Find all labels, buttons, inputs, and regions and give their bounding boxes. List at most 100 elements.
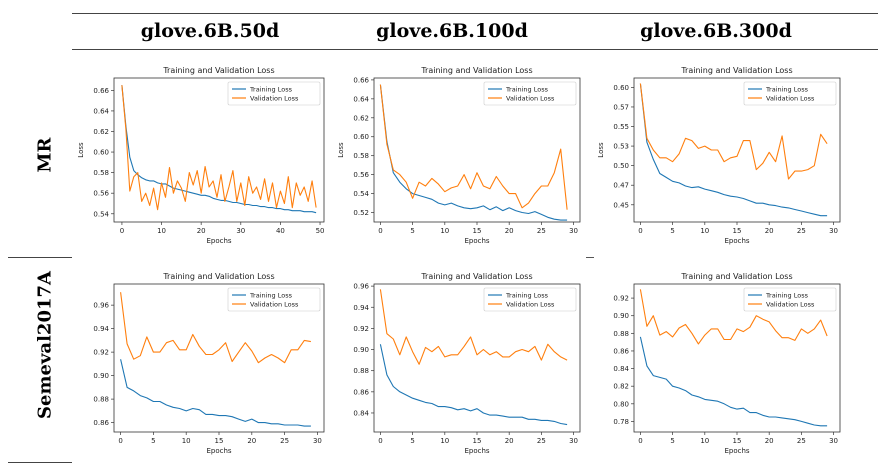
x-tick-label: 30	[569, 437, 578, 445]
y-tick-label: 0.60	[353, 133, 369, 141]
y-tick-label: 0.86	[353, 388, 369, 396]
x-tick-label: 30	[236, 227, 245, 235]
validation-loss-line	[121, 85, 317, 211]
y-tick-label: 0.52	[353, 209, 369, 217]
chart-semeval-300d: Training and Validation Loss 0 5 10 15 20 25 30…	[592, 268, 846, 462]
x-tick-label: 20	[765, 227, 774, 235]
x-axis-label: Epochs	[206, 447, 231, 455]
legend-label-training: Training Loss	[249, 86, 293, 94]
x-tick-label: 15	[733, 437, 742, 445]
x-tick-label: 0	[638, 227, 642, 235]
y-tick-label: 0.80	[613, 400, 629, 408]
legend-label-validation: Validation Loss	[766, 95, 815, 103]
y-tick-label: 0.88	[353, 367, 369, 375]
validation-loss-line	[639, 289, 828, 345]
legend-label-validation: Validation Loss	[766, 301, 815, 309]
legend-box	[743, 287, 837, 312]
legend-box	[227, 287, 321, 312]
x-axis-label: Epochs	[464, 447, 489, 455]
x-tick-label: 0	[638, 437, 642, 445]
y-tick-label: 0.56	[353, 171, 369, 179]
plot-frame	[113, 77, 325, 223]
top-rule	[72, 13, 878, 14]
x-tick-label: 10	[157, 227, 166, 235]
x-tick-label: 20	[247, 437, 256, 445]
x-tick-label: 10	[440, 437, 449, 445]
y-tick-label: 0.62	[93, 128, 109, 136]
y-tick-label: 0.84	[613, 365, 629, 373]
y-tick-label: 0.78	[613, 418, 629, 426]
x-axis-label: Epochs	[724, 447, 749, 455]
y-axis-label: Loss	[337, 142, 345, 158]
y-tick-label: 0.94	[93, 325, 109, 333]
x-tick-label: 20	[765, 437, 774, 445]
y-tick-label: 0.92	[93, 349, 109, 357]
column-header-glove-50d: glove.6B.50d	[140, 20, 280, 42]
validation-loss-line	[120, 292, 311, 364]
x-tick-label: 50	[316, 227, 325, 235]
x-tick-label: 25	[797, 227, 806, 235]
x-tick-label: 15	[215, 437, 224, 445]
x-tick-label: 25	[797, 437, 806, 445]
y-axis-label: Loss	[597, 142, 605, 158]
row-header-mr: MR	[34, 137, 56, 173]
x-tick-label: 40	[276, 227, 285, 235]
x-tick-label: 15	[733, 227, 742, 235]
x-tick-label: 5	[670, 437, 674, 445]
x-tick-label: 10	[182, 437, 191, 445]
x-tick-label: 30	[829, 227, 838, 235]
x-tick-label: 15	[473, 227, 482, 235]
legend-box	[743, 81, 837, 106]
legend-label-validation: Validation Loss	[506, 301, 555, 309]
legend-label-training: Training Loss	[249, 292, 293, 300]
y-tick-label: 0.60	[93, 149, 109, 157]
y-tick-label: 0.90	[353, 346, 369, 354]
column-header-glove-300d: glove.6B.300d	[640, 20, 792, 42]
y-tick-label: 0.96	[353, 283, 369, 291]
x-tick-label: 30	[829, 437, 838, 445]
legend-box	[227, 81, 321, 106]
validation-loss-line	[379, 84, 568, 210]
training-loss-line	[639, 336, 828, 427]
y-tick-label: 0.60	[613, 84, 629, 92]
y-tick-label: 0.56	[93, 190, 109, 198]
y-tick-label: 0.90	[93, 372, 109, 380]
y-tick-label: 0.57	[613, 103, 629, 111]
x-tick-label: 5	[410, 437, 414, 445]
x-tick-label: 25	[537, 437, 546, 445]
y-tick-label: 0.64	[353, 95, 369, 103]
chart-title: Training and Validation Loss	[420, 272, 532, 281]
legend-label-validation: Validation Loss	[250, 95, 299, 103]
legend-label-training: Training Loss	[765, 86, 809, 94]
y-tick-label: 0.94	[353, 304, 369, 312]
y-tick-label: 0.66	[353, 76, 369, 84]
chart-mr-300d: Training and Validation Loss 0 5 10 15 20 25 30…	[592, 62, 846, 252]
chart-semeval-100d: Training and Validation Loss 0 5 10 15 20 25 30…	[332, 268, 586, 462]
y-tick-label: 0.50	[613, 162, 629, 170]
column-header-glove-100d: glove.6B.100d	[376, 20, 528, 42]
x-tick-label: 20	[505, 227, 514, 235]
y-tick-label: 0.86	[613, 347, 629, 355]
y-tick-label: 0.82	[613, 383, 629, 391]
y-tick-label: 0.58	[353, 152, 369, 160]
x-axis-label: Epochs	[464, 237, 489, 245]
header-rule	[72, 49, 878, 50]
training-loss-line	[379, 344, 568, 426]
y-axis-label: Loss	[77, 142, 85, 158]
y-tick-label: 0.58	[93, 169, 109, 177]
x-tick-label: 0	[378, 227, 382, 235]
chart-title: Training and Validation Loss	[162, 272, 274, 281]
y-tick-label: 0.92	[353, 325, 369, 333]
legend-box	[483, 287, 577, 312]
x-tick-label: 10	[440, 227, 449, 235]
legend-label-training: Training Loss	[505, 292, 549, 300]
legend-label-training: Training Loss	[765, 292, 809, 300]
x-axis-label: Epochs	[206, 237, 231, 245]
x-tick-label: 0	[118, 437, 122, 445]
chart-title: Training and Validation Loss	[680, 66, 792, 75]
x-axis-label: Epochs	[724, 237, 749, 245]
y-tick-label: 0.53	[613, 143, 629, 151]
bottom-rule-left	[8, 462, 72, 463]
training-loss-line	[379, 84, 568, 221]
x-tick-label: 0	[120, 227, 124, 235]
